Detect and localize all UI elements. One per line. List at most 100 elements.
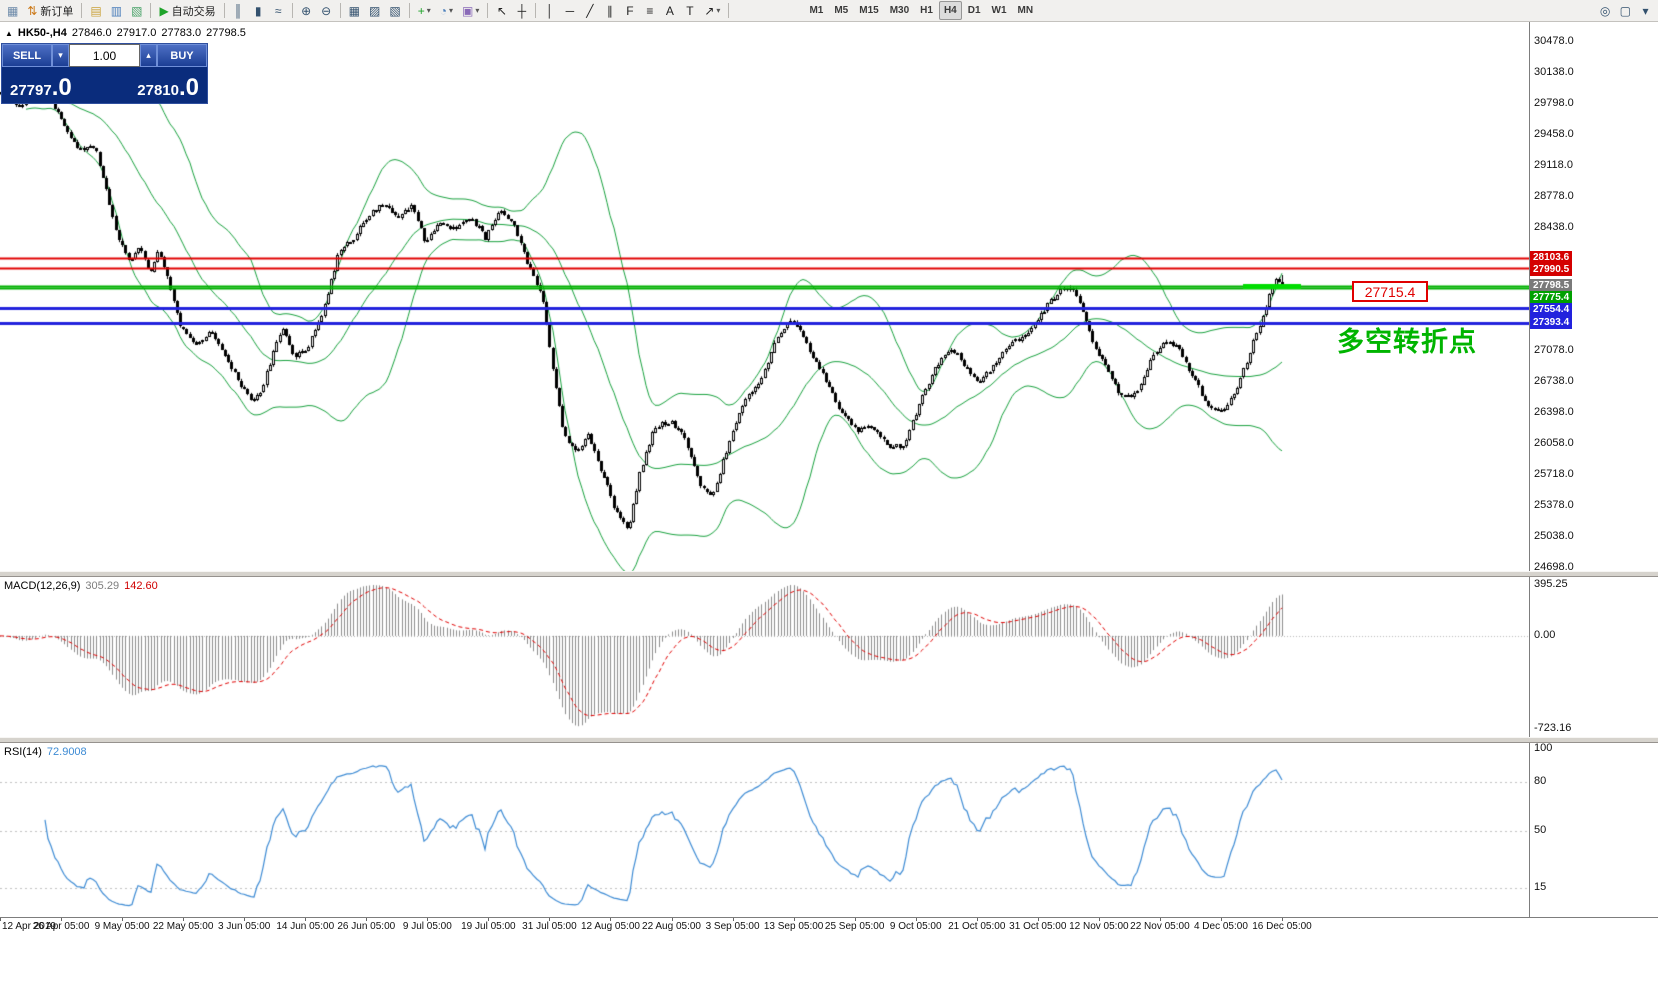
- indicators-button-icon: +: [417, 3, 425, 18]
- toolbar-options-button[interactable]: ▾: [1636, 1, 1655, 20]
- autotrading-button[interactable]: ▶ 自动交易: [155, 1, 219, 20]
- crosshair-button[interactable]: ┼: [512, 1, 531, 20]
- timeframe-h4[interactable]: H4: [938, 1, 962, 20]
- buy-price-frac: .0: [178, 74, 199, 101]
- crosshair-button-icon: ┼: [517, 3, 527, 18]
- cursor-button[interactable]: ↖: [492, 1, 511, 20]
- macd-name: MACD(12,26,9): [4, 580, 81, 592]
- time-label: 9 May 05:00: [94, 921, 150, 932]
- arrange-windows-button[interactable]: ▧: [385, 1, 404, 20]
- zoom-in-button-icon: ⊕: [301, 3, 312, 18]
- text-button[interactable]: A: [660, 1, 679, 20]
- axis-label: 29118.0: [1534, 159, 1573, 171]
- fibonacci-button[interactable]: F: [620, 1, 639, 20]
- axis-label: 26398.0: [1534, 406, 1574, 418]
- timeframe-m15[interactable]: M15: [854, 1, 883, 20]
- chart-window-button[interactable]: ▦: [3, 1, 22, 20]
- timeframe-mn[interactable]: MN: [1013, 1, 1039, 20]
- time-tick: [977, 918, 978, 921]
- time-tick: [61, 918, 62, 921]
- navigator-button[interactable]: ▧: [127, 1, 146, 20]
- market-watch-button[interactable]: ▤: [86, 1, 105, 20]
- symbol-search-button-icon: ◎: [1599, 3, 1611, 18]
- toolbar-options-button-icon: ▾: [1642, 3, 1649, 18]
- volume-input[interactable]: 1.00: [69, 44, 140, 67]
- time-label: 12 Apr 2019: [2, 921, 56, 932]
- rsi-value: 72.9008: [46, 746, 87, 758]
- ohlc-close: 27798.5: [206, 27, 246, 39]
- timeframe-d1[interactable]: D1: [963, 1, 986, 20]
- price-tag: 27775.4: [1530, 291, 1573, 304]
- market-watch-button-icon: ▤: [90, 3, 102, 18]
- time-label: 13 Sep 05:00: [763, 921, 824, 932]
- axis-label: 26058.0: [1534, 437, 1574, 449]
- vertical-line-button[interactable]: │: [540, 1, 559, 20]
- cascade-windows-button[interactable]: ▨: [365, 1, 384, 20]
- timeframe-m30[interactable]: M30: [885, 1, 914, 20]
- periods-button-icon: ◔: [439, 3, 447, 18]
- sell-price-frac: .0: [51, 74, 72, 101]
- periods-button-caret-icon: ▾: [448, 6, 453, 15]
- tile-windows-button[interactable]: ▦: [345, 1, 364, 20]
- periods-button[interactable]: ◔ ▾: [436, 1, 457, 20]
- shapes-button-icon: ≡: [646, 3, 654, 18]
- time-tick: [122, 918, 123, 921]
- toolbar-separator: [150, 3, 152, 18]
- time-label: 22 Nov 05:00: [1130, 921, 1190, 932]
- time-tick: [1038, 918, 1039, 921]
- volume-down-button[interactable]: ▾: [52, 44, 69, 67]
- buy-button[interactable]: BUY: [157, 44, 207, 67]
- arrows-button-icon: ↗: [704, 3, 715, 18]
- axis-label: 30138.0: [1534, 66, 1574, 78]
- data-window-button[interactable]: ▥: [107, 1, 126, 20]
- bar-chart-type-button[interactable]: ║: [229, 1, 248, 20]
- toolbar-separator: [728, 3, 730, 18]
- timeframe-m5[interactable]: M5: [829, 1, 853, 20]
- time-tick: [305, 918, 306, 921]
- line-chart-type-button[interactable]: ≈: [269, 1, 288, 20]
- shapes-button[interactable]: ≡: [640, 1, 659, 20]
- time-tick: [1099, 918, 1100, 921]
- zoom-in-button[interactable]: ⊕: [297, 1, 316, 20]
- templates-button[interactable]: ▣ ▾: [458, 1, 483, 20]
- trendline-button[interactable]: ╱: [580, 1, 599, 20]
- time-tick: [1160, 918, 1161, 921]
- pane-splitter-rsi[interactable]: [0, 737, 1658, 743]
- axis-label: 15: [1534, 881, 1547, 893]
- axis-label: 27078.0: [1534, 344, 1574, 356]
- new-order-button[interactable]: ⇅ 新订单: [23, 1, 77, 20]
- candlestick-chart-type-button-icon: ▮: [254, 3, 262, 18]
- indicators-button[interactable]: + ▾: [414, 1, 435, 20]
- arrows-button-caret-icon: ▾: [716, 6, 721, 15]
- horizontal-line-button-icon: ─: [565, 3, 575, 18]
- zoom-out-button[interactable]: ⊖: [317, 1, 336, 20]
- price-chart-canvas[interactable]: [0, 22, 1529, 571]
- pane-splitter-macd[interactable]: [0, 571, 1658, 577]
- axis-label: 24698.0: [1534, 561, 1574, 573]
- volume-up-button[interactable]: ▴: [140, 44, 157, 67]
- autotrading-button-icon: ▶: [159, 3, 169, 18]
- timeframe-w1[interactable]: W1: [987, 1, 1012, 20]
- rsi-canvas[interactable]: [0, 743, 1529, 917]
- axis-label: 50: [1534, 824, 1547, 836]
- timeframe-h1[interactable]: H1: [915, 1, 938, 20]
- timeframe-m1[interactable]: M1: [804, 1, 828, 20]
- time-label: 12 Nov 05:00: [1069, 921, 1129, 932]
- sell-button[interactable]: SELL: [2, 44, 52, 67]
- timeframe-w1-label: W1: [991, 5, 1007, 16]
- text-label-button[interactable]: T: [680, 1, 699, 20]
- window-list-button[interactable]: ▢: [1616, 1, 1635, 20]
- channel-button[interactable]: ∥: [600, 1, 619, 20]
- chart-collapse-icon: ▲: [5, 28, 13, 38]
- price-annotation-box[interactable]: 27715.4: [1352, 281, 1428, 302]
- horizontal-line-button[interactable]: ─: [560, 1, 579, 20]
- candlestick-chart-type-button[interactable]: ▮: [249, 1, 268, 20]
- trade-panel-controls: SELL ▾ 1.00 ▴ BUY: [2, 44, 207, 67]
- macd-canvas[interactable]: [0, 577, 1529, 737]
- time-axis: 12 Apr 2019 26 Apr 05:00 9 May 05:00 22 May…: [0, 917, 1658, 935]
- timeframe-m30-label: M30: [889, 5, 910, 16]
- timeframe-h4-label: H4: [943, 5, 957, 16]
- symbol-search-button[interactable]: ◎: [1596, 1, 1615, 20]
- arrows-button[interactable]: ↗ ▾: [700, 1, 724, 20]
- time-label: 26 Jun 05:00: [337, 921, 396, 932]
